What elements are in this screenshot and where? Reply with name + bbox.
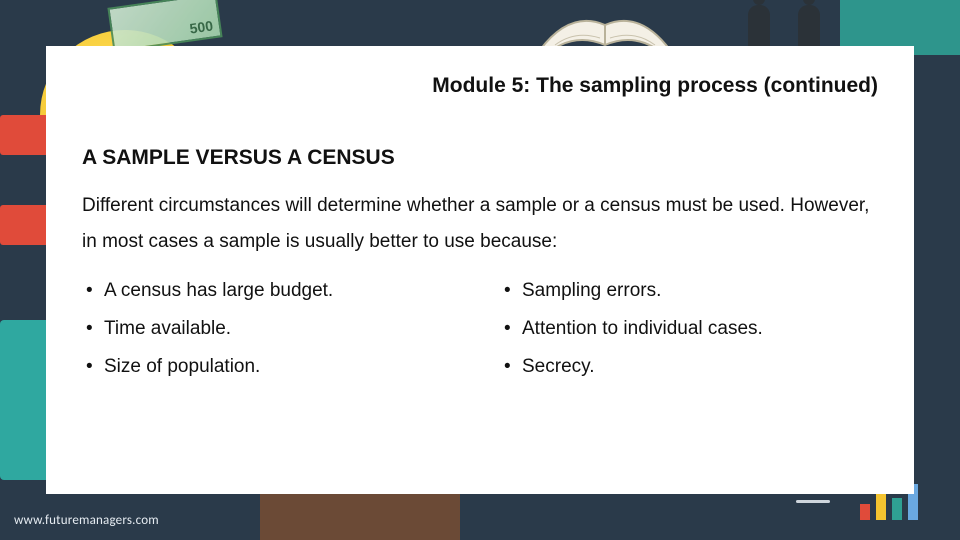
bullet-item: Secrecy. <box>500 348 878 386</box>
bullet-columns: A census has large budget. Time availabl… <box>82 272 878 386</box>
intro-paragraph: Different circumstances will determine w… <box>82 188 878 260</box>
decor-banknote <box>107 0 222 52</box>
decor-person-icon <box>798 5 820 50</box>
bullet-item: Size of population. <box>82 348 460 386</box>
bullet-item: A census has large budget. <box>82 272 460 310</box>
bullet-item: Sampling errors. <box>500 272 878 310</box>
slide-stage: Module 5: The sampling process (continue… <box>0 0 960 540</box>
decor-person-icon <box>748 5 770 50</box>
module-title: Module 5: The sampling process (continue… <box>82 74 878 98</box>
footer-url: www.futuremanagers.com <box>14 513 159 528</box>
bullet-list-left: A census has large budget. Time availabl… <box>82 272 460 386</box>
bullet-list-right: Sampling errors. Attention to individual… <box>500 272 878 386</box>
section-heading: A SAMPLE VERSUS A CENSUS <box>82 146 878 170</box>
bullet-item: Attention to individual cases. <box>500 310 878 348</box>
content-card: Module 5: The sampling process (continue… <box>46 46 914 494</box>
bullet-item: Time available. <box>82 310 460 348</box>
